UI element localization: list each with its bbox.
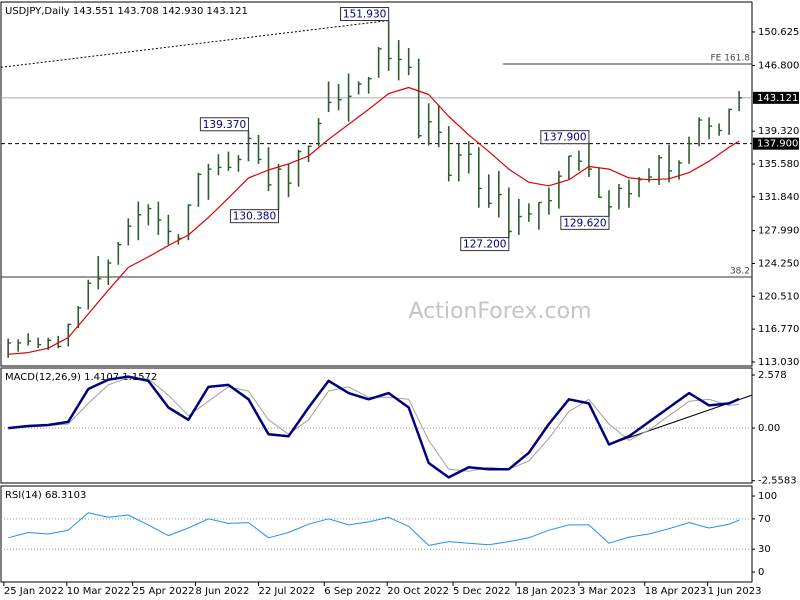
x-tick-label: 25 Apr 2022: [133, 586, 195, 597]
x-tick-label: 3 Mar 2023: [579, 586, 636, 597]
x-tick-label: 20 Oct 2022: [387, 586, 449, 597]
x-tick-label: 1 Jun 2023: [708, 586, 762, 597]
y-tick-label: 146.800: [758, 61, 799, 72]
x-tick-label: 8 Jun 2022: [196, 586, 250, 597]
x-tick-label: 10 Mar 2022: [67, 586, 130, 597]
annotation-label: 130.380: [233, 211, 276, 223]
indicator-line: [8, 512, 740, 546]
y-tick-label: 100: [758, 491, 777, 502]
y-tick-label: 127.990: [758, 226, 799, 237]
watermark: ActionForex.com: [409, 299, 592, 324]
panel-frame: [0, 1, 753, 367]
y-tick-label: 0: [758, 567, 764, 578]
annotation-box: [540, 130, 590, 145]
panel-frame: [0, 367, 753, 484]
y-tick-label: 116.770: [758, 324, 799, 335]
x-tick-label: 18 Apr 2023: [645, 586, 707, 597]
y-tick-label: 131.840: [758, 192, 799, 203]
annotation-box: [560, 215, 610, 230]
annotation-box: [460, 237, 510, 252]
panel-frame: [0, 485, 753, 583]
x-tick-label: 22 Jul 2022: [258, 586, 315, 597]
x-tick-label: 5 Dec 2022: [453, 586, 511, 597]
annotation-box: [229, 209, 280, 224]
level-price-box: [753, 137, 799, 150]
annotation-box: [340, 7, 390, 22]
annotation-label: 127.200: [463, 239, 506, 251]
y-tick-label: 30: [758, 544, 771, 555]
y-tick-label: 124.250: [758, 258, 799, 269]
annotation-label: 137.900: [543, 132, 586, 144]
x-tick-label: 25 Jan 2022: [4, 586, 64, 597]
level-price-box: [753, 91, 799, 104]
y-tick-label: -2.5583: [758, 476, 797, 487]
annotation-box: [199, 117, 249, 132]
y-tick-label: 0.00: [758, 423, 780, 434]
x-tick-label: 18 Jan 2023: [516, 586, 576, 597]
level-price-label: 143.121: [757, 93, 798, 104]
y-tick-label: 2.578: [758, 370, 787, 381]
annotation-label: 139.370: [203, 119, 246, 131]
y-tick-label: 113.030: [758, 357, 799, 368]
panel-title: RSI(14) 68.3103: [5, 490, 86, 501]
y-tick-label: 150.625: [758, 27, 799, 38]
indicator-line: [8, 375, 740, 479]
annotation-label: 151.930: [343, 9, 386, 21]
annotation-label: 129.620: [563, 217, 606, 229]
moving-average: [8, 86, 740, 355]
level-label: 38.2: [730, 266, 750, 276]
level-price-label: 137.900: [757, 139, 798, 150]
y-tick-label: 70: [758, 514, 771, 525]
x-tick-label: 6 Sep 2022: [324, 586, 381, 597]
panel-title: USDJPY,Daily 143.551 143.708 142.930 143…: [5, 6, 248, 17]
y-tick-label: 120.510: [758, 291, 799, 302]
trendline: [0, 20, 389, 68]
panel-title: MACD(12,26,9) 1.4107 1.1572: [5, 372, 157, 383]
y-tick-label: 135.580: [758, 159, 799, 170]
y-tick-label: 139.320: [758, 126, 799, 137]
level-label: FE 161.8: [711, 53, 751, 63]
